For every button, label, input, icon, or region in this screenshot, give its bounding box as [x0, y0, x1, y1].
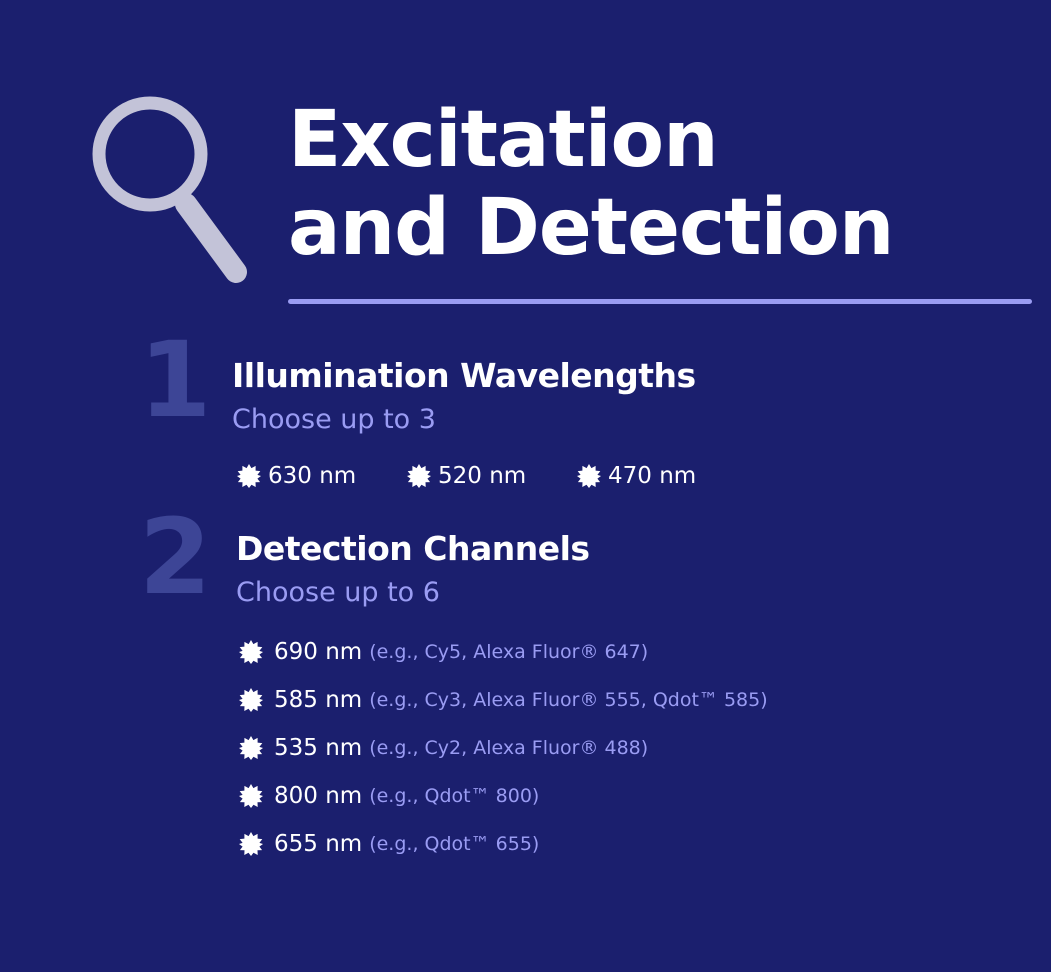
sun-icon — [238, 687, 264, 713]
detection-channel-item: 655 nm (e.g., Qdot™ 655) — [238, 828, 768, 860]
detection-channel-item: 585 nm (e.g., Cy3, Alexa Fluor® 555, Qdo… — [238, 684, 768, 716]
detection-channel-item: 800 nm (e.g., Qdot™ 800) — [238, 780, 768, 812]
channel-wavelength: 585 nm — [274, 687, 363, 713]
channel-examples: (e.g., Cy5, Alexa Fluor® 647) — [369, 641, 649, 663]
illumination-wavelength-item: 630 nm — [236, 460, 356, 492]
sun-icon — [238, 639, 264, 665]
channel-wavelength: 535 nm — [274, 735, 363, 761]
channel-examples: (e.g., Cy3, Alexa Fluor® 555, Qdot™ 585) — [369, 689, 768, 711]
illumination-title: Illumination Wavelengths — [232, 356, 696, 395]
sun-icon — [238, 783, 264, 809]
step-number-1: 1 — [139, 319, 212, 441]
sun-icon — [238, 831, 264, 857]
sun-icon — [236, 463, 262, 489]
magnifying-glass-icon — [92, 96, 247, 283]
step-number-2: 2 — [139, 496, 212, 618]
page-title: Excitation and Detection — [288, 95, 894, 273]
title-divider — [288, 299, 1032, 304]
detection-subtitle: Choose up to 6 — [236, 577, 440, 608]
channel-wavelength: 690 nm — [274, 639, 363, 665]
channel-wavelength: 655 nm — [274, 831, 363, 857]
sun-icon — [576, 463, 602, 489]
sun-icon — [406, 463, 432, 489]
channel-wavelength: 800 nm — [274, 783, 363, 809]
detection-channel-list: 690 nm (e.g., Cy5, Alexa Fluor® 647) 585… — [238, 636, 768, 876]
channel-examples: (e.g., Qdot™ 655) — [369, 833, 540, 855]
channel-examples: (e.g., Cy2, Alexa Fluor® 488) — [369, 737, 649, 759]
illumination-subtitle: Choose up to 3 — [232, 404, 436, 435]
wavelength-label: 470 nm — [608, 463, 697, 489]
wavelength-label: 630 nm — [268, 463, 357, 489]
title-line-2: and Detection — [288, 183, 894, 273]
illumination-wavelength-item: 520 nm — [406, 460, 526, 492]
detection-title: Detection Channels — [236, 529, 590, 568]
detection-channel-item: 535 nm (e.g., Cy2, Alexa Fluor® 488) — [238, 732, 768, 764]
detection-channel-item: 690 nm (e.g., Cy5, Alexa Fluor® 647) — [238, 636, 768, 668]
sun-icon — [238, 735, 264, 761]
title-line-1: Excitation — [288, 95, 719, 185]
illumination-wavelength-item: 470 nm — [576, 460, 696, 492]
channel-examples: (e.g., Qdot™ 800) — [369, 785, 540, 807]
wavelength-label: 520 nm — [438, 463, 527, 489]
